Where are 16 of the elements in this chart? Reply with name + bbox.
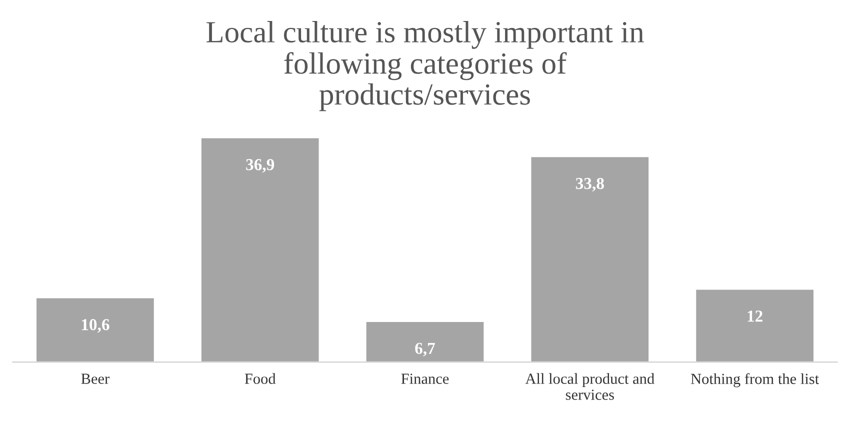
data-label: 36,9 <box>246 159 274 173</box>
data-label: 12 <box>748 310 762 322</box>
chart-title: Local culture is mostly important in following categories of products/services <box>206 21 644 112</box>
bar <box>35 296 156 362</box>
data-label: 33,8 <box>576 178 604 192</box>
bar <box>364 320 486 362</box>
x-tick-label: Finance <box>401 374 449 384</box>
bar <box>694 288 815 362</box>
data-label: 10,6 <box>82 319 110 333</box>
data-label: 6,7 <box>415 342 436 356</box>
x-tick-label: All local product and services <box>525 373 654 400</box>
bar <box>200 136 320 362</box>
x-tick-label: Beer <box>81 374 110 384</box>
x-tick-label: Food <box>244 373 276 384</box>
bar <box>530 156 650 362</box>
x-tick-label: Nothing from the list <box>690 373 819 388</box>
